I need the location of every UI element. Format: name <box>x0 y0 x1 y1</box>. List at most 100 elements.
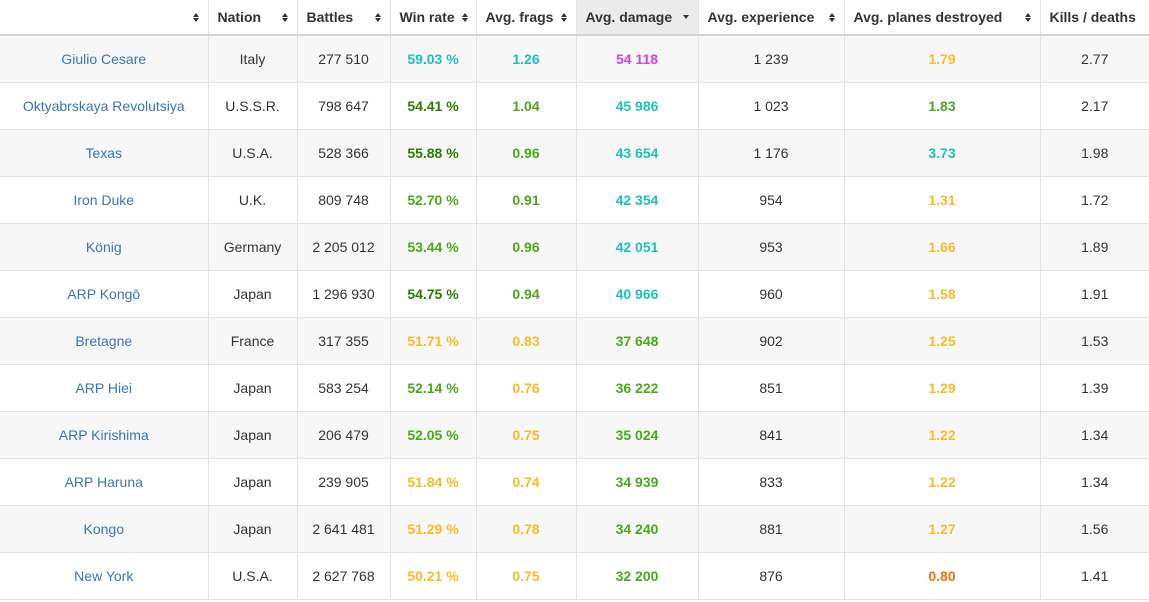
sort-icon[interactable] <box>828 12 837 22</box>
winrate-cell: 52.14 % <box>390 364 477 412</box>
ship-name-link[interactable]: Giulio Cesare <box>61 50 147 67</box>
table-row: Iron Duke U.K. 809 748 52.70 % 0.91 42 354 954… <box>0 176 1149 224</box>
ship-name-link[interactable]: Iron Duke <box>73 191 135 208</box>
ship-name-link[interactable]: ARP Haruna <box>64 473 143 490</box>
ship-name-cell: Texas <box>0 129 209 177</box>
experience-cell: 1 023 <box>698 82 845 130</box>
damage-cell: 37 648 <box>576 317 699 365</box>
experience-cell: 902 <box>698 317 845 365</box>
ship-name-link[interactable]: ARP Hiei <box>75 379 133 396</box>
column-header-kd[interactable]: Kills / deaths <box>1040 0 1149 36</box>
planes-cell: 1.31 <box>844 176 1041 224</box>
damage-cell: 32 200 <box>576 552 699 600</box>
winrate-cell: 50.21 % <box>390 552 477 600</box>
experience-cell: 876 <box>698 552 845 600</box>
winrate-cell: 52.70 % <box>390 176 477 224</box>
ship-name-cell: Giulio Cesare <box>0 35 209 83</box>
battles-cell: 528 366 <box>297 129 391 177</box>
damage-cell: 43 654 <box>576 129 699 177</box>
winrate-cell: 54.75 % <box>390 270 477 318</box>
table-row: New York U.S.A. 2 627 768 50.21 % 0.75 32 200… <box>0 552 1149 600</box>
frags-cell: 0.78 <box>476 505 577 553</box>
ship-name-link[interactable]: New York <box>74 567 134 584</box>
battles-cell: 2 641 481 <box>297 505 391 553</box>
frags-cell: 1.26 <box>476 35 577 83</box>
planes-cell: 1.83 <box>844 82 1041 130</box>
column-header-nation[interactable]: Nation <box>208 0 298 36</box>
winrate-cell: 51.84 % <box>390 458 477 506</box>
planes-cell: 1.29 <box>844 364 1041 412</box>
battles-cell: 809 748 <box>297 176 391 224</box>
experience-cell: 833 <box>698 458 845 506</box>
column-header-label: Win rate <box>399 9 455 25</box>
frags-cell: 0.91 <box>476 176 577 224</box>
kd-cell: 1.89 <box>1040 223 1149 271</box>
battles-cell: 277 510 <box>297 35 391 83</box>
sort-icon[interactable] <box>192 12 201 22</box>
ship-name-link[interactable]: ARP Kirishima <box>58 426 149 443</box>
sort-icon[interactable] <box>461 12 469 22</box>
battles-cell: 583 254 <box>297 364 391 412</box>
column-header-winrate[interactable]: Win rate <box>390 0 477 36</box>
battles-cell: 2 627 768 <box>297 552 391 600</box>
table-row: Oktyabrskaya Revolutsiya U.S.S.R. 798 647 5… <box>0 82 1149 130</box>
battles-cell: 239 905 <box>297 458 391 506</box>
column-header-ship[interactable] <box>0 0 209 36</box>
ship-name-cell: ARP Haruna <box>0 458 209 506</box>
table-body: Giulio Cesare Italy 277 510 59.03 % 1.26 54 1… <box>0 35 1149 600</box>
sort-icon[interactable] <box>374 12 383 22</box>
damage-cell: 34 240 <box>576 505 699 553</box>
kd-cell: 2.17 <box>1040 82 1149 130</box>
nation-cell: U.S.A. <box>208 552 298 600</box>
ship-name-link[interactable]: König <box>85 238 122 255</box>
planes-cell: 1.22 <box>844 458 1041 506</box>
nation-cell: U.K. <box>208 176 298 224</box>
sort-icon[interactable] <box>281 12 290 22</box>
column-header-frags[interactable]: Avg. frags <box>476 0 577 36</box>
winrate-cell: 51.71 % <box>390 317 477 365</box>
winrate-cell: 52.05 % <box>390 411 477 459</box>
battles-cell: 206 479 <box>297 411 391 459</box>
experience-cell: 1 176 <box>698 129 845 177</box>
column-header-experience[interactable]: Avg. experience <box>698 0 845 36</box>
sort-icon[interactable] <box>560 12 569 22</box>
column-header-label: Nation <box>217 9 262 25</box>
experience-cell: 954 <box>698 176 845 224</box>
column-header-label: Avg. frags <box>485 9 554 25</box>
winrate-cell: 59.03 % <box>390 35 477 83</box>
ship-name-link[interactable]: Oktyabrskaya Revolutsiya <box>22 97 185 114</box>
frags-cell: 0.74 <box>476 458 577 506</box>
ship-name-cell: Bretagne <box>0 317 209 365</box>
column-header-battles[interactable]: Battles <box>297 0 391 36</box>
ship-name-link[interactable]: Texas <box>85 144 123 161</box>
planes-cell: 1.58 <box>844 270 1041 318</box>
column-header-planes[interactable]: Avg. planes destroyed <box>844 0 1041 36</box>
ship-name-link[interactable]: Kongo <box>83 520 124 537</box>
table-row: ARP Haruna Japan 239 905 51.84 % 0.74 34 939 8… <box>0 458 1149 506</box>
damage-cell: 45 986 <box>576 82 699 130</box>
table-row: ARP Hiei Japan 583 254 52.14 % 0.76 36 222 851… <box>0 364 1149 412</box>
kd-cell: 1.34 <box>1040 458 1149 506</box>
winrate-cell: 54.41 % <box>390 82 477 130</box>
nation-cell: Italy <box>208 35 298 83</box>
frags-cell: 0.75 <box>476 552 577 600</box>
ship-name-cell: ARP Kongō <box>0 270 209 318</box>
table-row: König Germany 2 205 012 53.44 % 0.96 42 051 95… <box>0 223 1149 271</box>
nation-cell: Japan <box>208 411 298 459</box>
damage-cell: 34 939 <box>576 458 699 506</box>
kd-cell: 1.53 <box>1040 317 1149 365</box>
battles-cell: 2 205 012 <box>297 223 391 271</box>
nation-cell: Japan <box>208 505 298 553</box>
frags-cell: 1.04 <box>476 82 577 130</box>
battles-cell: 1 296 930 <box>297 270 391 318</box>
battles-cell: 317 355 <box>297 317 391 365</box>
ship-name-link[interactable]: Bretagne <box>75 332 133 349</box>
planes-cell: 1.27 <box>844 505 1041 553</box>
sort-descending-icon[interactable] <box>682 15 691 19</box>
nation-cell: Japan <box>208 458 298 506</box>
ship-name-link[interactable]: ARP Kongō <box>67 285 141 302</box>
damage-cell: 42 051 <box>576 223 699 271</box>
column-header-damage[interactable]: Avg. damage <box>576 0 699 36</box>
ship-name-cell: König <box>0 223 209 271</box>
sort-icon[interactable] <box>1024 12 1033 22</box>
